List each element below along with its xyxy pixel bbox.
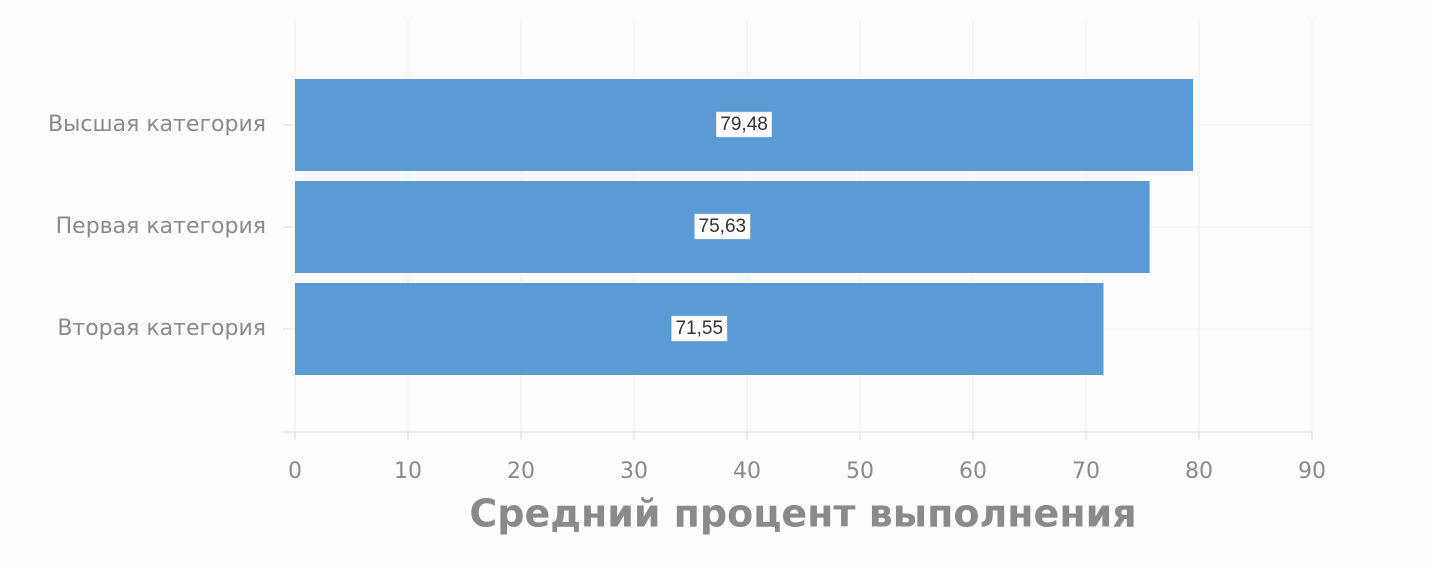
x-tick-label: 90 xyxy=(1298,459,1326,484)
x-tick-label: 50 xyxy=(846,459,874,484)
y-tick-label: Высшая категория xyxy=(48,112,266,137)
y-tick-label: Первая категория xyxy=(56,214,266,239)
value-label: 71,55 xyxy=(675,318,723,339)
x-tick-label: 60 xyxy=(959,459,987,484)
x-tick-label: 30 xyxy=(620,459,648,484)
x-tick-label: 10 xyxy=(394,459,422,484)
value-label-box xyxy=(716,111,773,138)
x-tick-label: 40 xyxy=(733,459,761,484)
value-label: 75,63 xyxy=(699,216,747,237)
y-tick-label: Вторая категория xyxy=(57,316,266,341)
x-tick-label: 0 xyxy=(288,459,302,484)
x-axis-title: Средний процент выполнения xyxy=(469,492,1136,536)
x-tick-label: 80 xyxy=(1185,459,1213,484)
value-label: 79,48 xyxy=(720,114,768,135)
value-label-box xyxy=(694,213,751,240)
value-label-box xyxy=(671,315,728,342)
x-tick-label: 70 xyxy=(1072,459,1100,484)
x-tick-label: 20 xyxy=(507,459,535,484)
